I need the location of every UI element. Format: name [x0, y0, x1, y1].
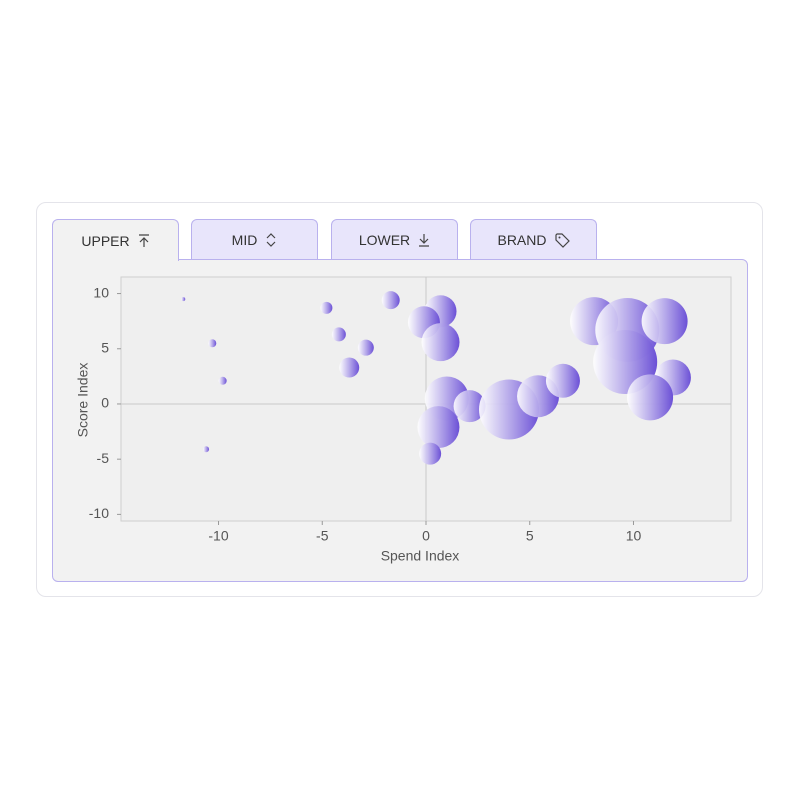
- bubble: [203, 446, 210, 453]
- tab-label: MID: [231, 232, 258, 248]
- bubble: [627, 374, 674, 421]
- x-tick-label: -5: [316, 528, 329, 544]
- x-tick-label: -10: [208, 528, 228, 544]
- y-tick-label: 5: [101, 339, 109, 355]
- tab-label: LOWER: [358, 232, 411, 248]
- tab[interactable]: BRAND: [470, 219, 597, 260]
- tab-icon: [554, 232, 570, 248]
- bubble: [357, 339, 374, 356]
- x-tick-label: 5: [526, 528, 534, 544]
- y-axis-label: Score Index: [75, 363, 91, 438]
- bubble: [545, 363, 580, 398]
- bubble: [381, 291, 400, 310]
- tab[interactable]: LOWER: [331, 219, 458, 260]
- x-tick-label: 0: [422, 528, 430, 544]
- bubble: [208, 339, 217, 348]
- y-tick-label: -5: [97, 450, 110, 466]
- tab-label: BRAND: [497, 232, 547, 248]
- bubble: [181, 297, 186, 302]
- bubble: [641, 298, 688, 345]
- tab[interactable]: MID: [191, 219, 318, 260]
- y-tick-label: 0: [101, 395, 109, 411]
- y-tick-label: -10: [89, 505, 109, 521]
- tab-label: UPPER: [81, 232, 130, 249]
- bubble: [453, 390, 486, 423]
- x-tick-label: 10: [626, 528, 642, 544]
- tab-icon: [266, 233, 276, 247]
- tab-icon: [138, 233, 149, 247]
- bubble: [320, 301, 333, 314]
- y-tick-label: 10: [93, 284, 109, 300]
- bubble: [421, 323, 460, 362]
- bubble: [331, 327, 346, 342]
- tab-icon: [419, 234, 430, 247]
- bubble: [218, 376, 227, 385]
- bubble: [417, 406, 460, 449]
- tab[interactable]: UPPER: [52, 219, 179, 261]
- bubble: [419, 442, 442, 465]
- bubble: [339, 357, 360, 378]
- x-axis-label: Spend Index: [381, 548, 460, 564]
